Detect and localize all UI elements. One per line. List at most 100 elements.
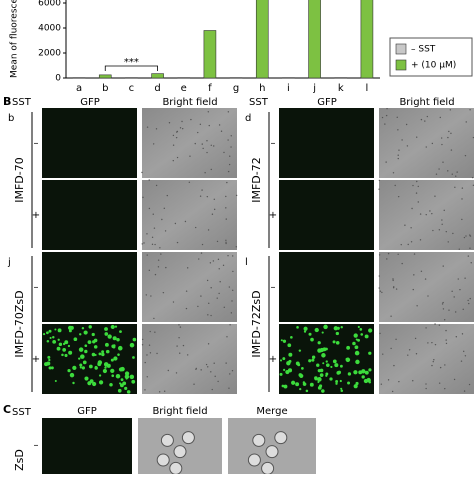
fluorescent-cell xyxy=(101,350,104,353)
fluorescent-cell xyxy=(132,356,135,359)
yeast-cell xyxy=(174,446,186,458)
cell-speck xyxy=(223,152,224,153)
yeast-cell xyxy=(248,454,260,466)
fluorescent-cell xyxy=(337,327,340,330)
cell-speck xyxy=(228,171,229,172)
cell-speck xyxy=(398,158,399,159)
row-label: – xyxy=(271,282,276,293)
cell-speck xyxy=(177,157,178,158)
fluorescent-cell xyxy=(348,372,351,375)
cell-speck xyxy=(212,214,213,215)
cell-speck xyxy=(456,336,457,337)
cell-speck xyxy=(187,267,188,268)
fluorescent-cell xyxy=(99,374,101,376)
cell-speck xyxy=(213,363,214,364)
cell-speck xyxy=(392,278,393,279)
gfp-image xyxy=(42,252,137,322)
fluorescent-cell xyxy=(330,366,332,368)
cell-speck xyxy=(380,290,381,291)
fluorescent-cell xyxy=(283,369,285,371)
cell-speck xyxy=(426,214,427,215)
cell-speck xyxy=(441,137,442,138)
cell-speck xyxy=(147,254,148,255)
group-letter: b xyxy=(8,113,14,124)
cell-speck xyxy=(147,126,148,127)
cell-speck xyxy=(229,286,230,287)
cell-speck xyxy=(231,312,232,313)
sst-header: SST xyxy=(249,97,269,108)
cell-speck xyxy=(388,379,389,380)
fluorescent-cell xyxy=(104,327,108,331)
fluorescent-cell xyxy=(78,357,80,359)
cell-speck xyxy=(193,384,194,385)
cell-speck xyxy=(388,253,389,254)
cell-speck xyxy=(158,266,159,267)
x-tick-label: i xyxy=(287,83,290,94)
cell-speck xyxy=(153,214,154,215)
cell-speck xyxy=(451,291,452,292)
cell-speck xyxy=(456,171,457,172)
x-tick-label: e xyxy=(181,83,187,94)
cell-speck xyxy=(433,361,434,362)
fluorescent-cell xyxy=(68,345,70,347)
cell-speck xyxy=(427,342,428,343)
x-tick-label: d xyxy=(154,83,160,94)
cell-speck xyxy=(431,365,432,366)
cell-speck xyxy=(379,275,380,276)
panel-label: C xyxy=(3,403,11,416)
cell-speck xyxy=(379,254,380,255)
row-label: + xyxy=(32,210,40,221)
cell-speck xyxy=(183,345,184,346)
cell-speck xyxy=(442,302,443,303)
fluorescent-cell xyxy=(312,356,315,359)
fluorescent-cell xyxy=(336,332,339,335)
fluorescent-cell xyxy=(354,333,358,337)
cell-speck xyxy=(146,354,147,355)
cell-speck xyxy=(379,287,380,288)
cell-speck xyxy=(429,210,430,211)
cell-speck xyxy=(440,367,441,368)
fluorescent-cell xyxy=(79,333,81,335)
cell-speck xyxy=(462,333,463,334)
fluorescent-cell xyxy=(290,336,293,339)
fluorescent-cell xyxy=(288,360,291,363)
fluorescent-cell xyxy=(82,366,85,369)
fluorescent-cell xyxy=(317,377,322,382)
legend-label: + (10 µM) xyxy=(411,61,456,71)
fluorescent-cell xyxy=(84,350,87,353)
cell-speck xyxy=(173,145,174,146)
cell-speck xyxy=(231,135,232,136)
cell-speck xyxy=(225,243,226,244)
bar xyxy=(204,31,216,79)
bar xyxy=(99,75,111,78)
fluorescent-cell xyxy=(368,352,371,355)
fluorescent-cell xyxy=(89,365,93,369)
cell-speck xyxy=(431,213,432,214)
fluorescent-cell xyxy=(79,364,82,367)
cell-speck xyxy=(153,143,154,144)
cell-speck xyxy=(196,368,197,369)
cell-speck xyxy=(225,196,226,197)
cell-speck xyxy=(142,197,143,198)
cell-speck xyxy=(386,258,387,259)
row-label: + xyxy=(32,354,40,365)
cell-speck xyxy=(176,345,177,346)
cell-speck xyxy=(161,219,162,220)
cell-speck xyxy=(381,292,382,293)
cell-speck xyxy=(226,218,227,219)
cell-speck xyxy=(217,297,218,298)
fluorescent-cell xyxy=(46,331,49,334)
cell-speck xyxy=(459,248,460,249)
fluorescent-cell xyxy=(89,325,92,328)
fluorescent-cell xyxy=(125,371,129,375)
fluorescent-cell xyxy=(318,341,321,344)
cell-speck xyxy=(232,370,233,371)
strain-label: IMFD-72ZsD xyxy=(250,290,263,357)
cell-speck xyxy=(207,196,208,197)
cell-speck xyxy=(208,303,209,304)
cell-speck xyxy=(145,362,146,363)
cell-speck xyxy=(382,117,383,118)
fluorescent-cell xyxy=(284,385,288,389)
cell-speck xyxy=(444,319,445,320)
cell-speck xyxy=(221,131,222,132)
